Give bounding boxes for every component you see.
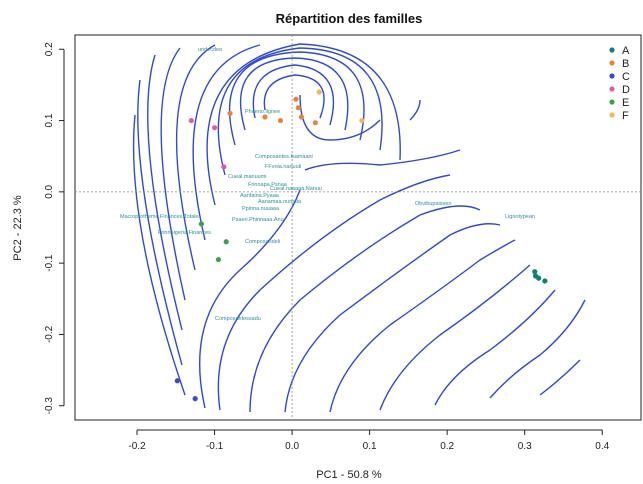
- legend-label-c: C: [622, 71, 630, 83]
- x-tick-label: 0.0: [285, 441, 299, 452]
- point-e: [198, 221, 204, 227]
- legend-label-b: B: [622, 58, 629, 70]
- point-b: [293, 96, 299, 102]
- point-b: [277, 117, 284, 124]
- point-e: [215, 256, 222, 263]
- variable-label: Aanamaa.nunatia: [258, 199, 302, 205]
- legend-marker-c: [609, 73, 615, 79]
- legend-marker-d: [609, 86, 615, 92]
- x-tick-label: 0.3: [518, 441, 532, 452]
- y-tick-label: 0.2: [44, 42, 55, 56]
- y-tick-label: 0.1: [44, 113, 55, 127]
- variable-label: Frinnoigeria.Finances: [158, 230, 211, 236]
- point-f: [316, 89, 322, 95]
- point-c: [192, 396, 198, 402]
- legend-marker-b: [609, 60, 615, 66]
- point-b: [227, 110, 233, 117]
- variable-label: Pheeno.lignee: [245, 109, 280, 115]
- point-a: [536, 275, 542, 281]
- point-e: [223, 239, 229, 245]
- point-c: [174, 378, 180, 384]
- x-tick-label: 0.1: [363, 441, 377, 452]
- point-d: [211, 125, 218, 131]
- variable-label: Composantessadu: [215, 316, 261, 322]
- x-tick-label: 0.4: [595, 441, 609, 452]
- legend-label-f: F: [622, 110, 629, 122]
- point-a: [532, 269, 538, 275]
- variable-label: Aanfaina.Pyaaa: [240, 193, 280, 199]
- x-tick-label: 0.2: [440, 441, 454, 452]
- legend-label-a: A: [622, 45, 630, 57]
- y-tick-label: 0.0: [44, 184, 55, 198]
- point-d: [188, 117, 194, 124]
- variable-label: Macroprotheme.Finances.Totale: [120, 214, 199, 220]
- y-tick-label: -0.3: [44, 397, 55, 415]
- y-tick-label: -0.2: [44, 325, 55, 343]
- legend-marker-e: [609, 99, 615, 105]
- variable-label: Ppinna.nuuaaa: [242, 206, 280, 212]
- legend-marker-a: [609, 47, 615, 53]
- variable-label: Lignotypean: [505, 214, 535, 220]
- variable-label: Cueal.naaaaa.Nanuu: [270, 186, 322, 192]
- x-tick-label: -0.1: [206, 441, 224, 452]
- contour-lines: [132, 43, 586, 413]
- legend-label-e: E: [622, 97, 629, 109]
- variable-label: Obvibupaissen: [415, 201, 451, 207]
- variable-label: Cueal.manuumi: [228, 174, 267, 180]
- point-d: [221, 164, 227, 170]
- legend-label-d: D: [622, 84, 630, 96]
- plot-frame: [74, 34, 642, 421]
- point-b: [295, 105, 301, 111]
- point-b: [262, 114, 268, 120]
- variable-label: FFvnia.nanuuti: [265, 164, 301, 170]
- variable-label: Frinnapa.Psnaa: [248, 182, 288, 188]
- y-axis-label: PC2 - 22.3 %: [12, 195, 24, 261]
- x-tick-label: -0.2: [128, 441, 146, 452]
- x-axis-label: PC1 - 50.8 %: [316, 469, 382, 481]
- variable-labels: undecdeo Pheeno.lignee Composantes.Isama…: [120, 47, 535, 322]
- point-f: [359, 117, 365, 124]
- y-tick-label: -0.1: [44, 254, 55, 272]
- legend-marker-f: [609, 112, 615, 118]
- variable-label: undecdeo: [198, 47, 222, 53]
- y-axis: -0.3 -0.2 -0.1 0.0 0.1 0.2: [44, 42, 65, 415]
- data-points: [174, 89, 548, 402]
- point-b: [298, 114, 304, 120]
- chart-title: Répartition des familles: [276, 11, 423, 26]
- point-b: [312, 120, 318, 126]
- variable-label: Composantes.Isamaanl: [255, 154, 313, 160]
- x-axis: -0.2 -0.1 0.0 0.1 0.2 0.3 0.4: [128, 429, 610, 452]
- variable-label: Psaeri.Phinnaaa.Anu: [232, 217, 284, 223]
- point-a: [542, 278, 548, 284]
- variable-label: Composandeli: [245, 239, 280, 245]
